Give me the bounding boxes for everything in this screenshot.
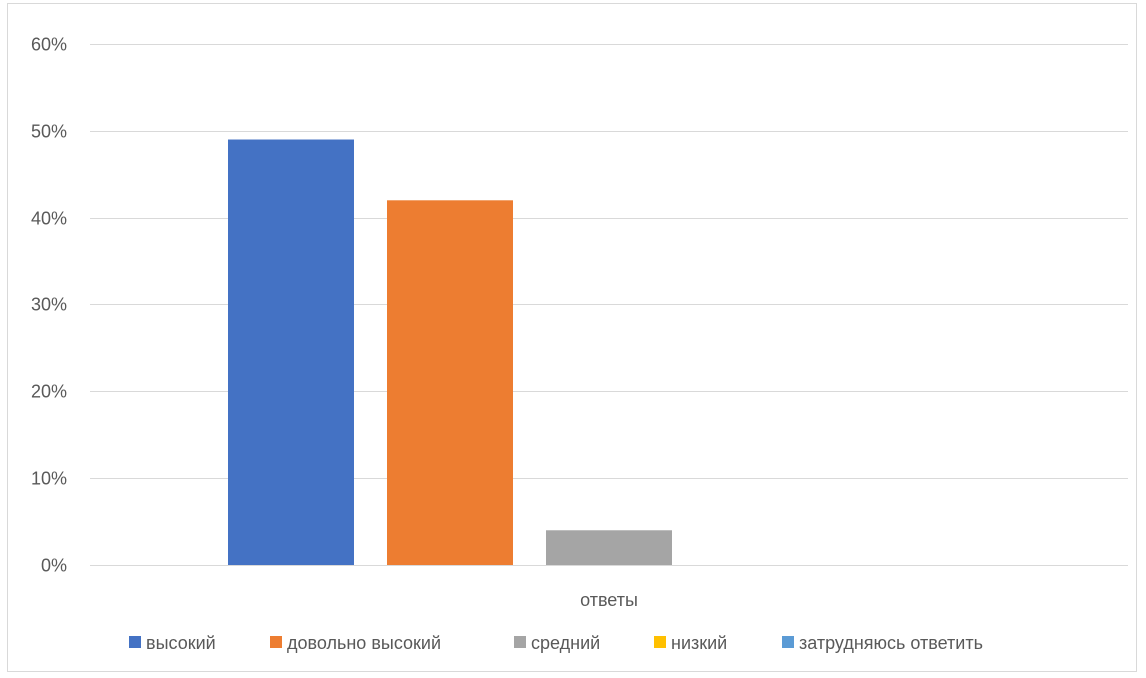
legend-label: довольно высокий [287, 633, 441, 653]
legend-label: низкий [671, 633, 727, 653]
y-tick-label: 50% [31, 122, 67, 142]
bars [228, 139, 672, 566]
legend: высокий довольно высокий средний низкий затр… [129, 633, 983, 653]
legend-label: средний [531, 633, 600, 653]
legend-swatch [654, 636, 666, 648]
y-tick-label: 30% [31, 295, 67, 315]
legend-swatch [514, 636, 526, 648]
y-tick-label: 40% [31, 209, 67, 229]
bar-1 [228, 139, 354, 565]
y-tick-label: 0% [41, 556, 67, 576]
bar-2 [387, 200, 513, 566]
legend-swatch [129, 636, 141, 648]
legend-label: затрудняюсь ответить [799, 633, 983, 653]
y-tick-label: 60% [31, 35, 67, 55]
bar-3 [546, 530, 672, 565]
y-axis-tick-labels: 0% 10% 20% 30% 40% 50% 60% [31, 35, 67, 576]
x-axis-category-labels: ответы [580, 590, 638, 610]
y-tick-label: 10% [31, 469, 67, 489]
x-category-label: ответы [580, 590, 638, 610]
legend-swatch [782, 636, 794, 648]
y-tick-label: 20% [31, 382, 67, 402]
legend-swatch [270, 636, 282, 648]
legend-label: высокий [146, 633, 216, 653]
